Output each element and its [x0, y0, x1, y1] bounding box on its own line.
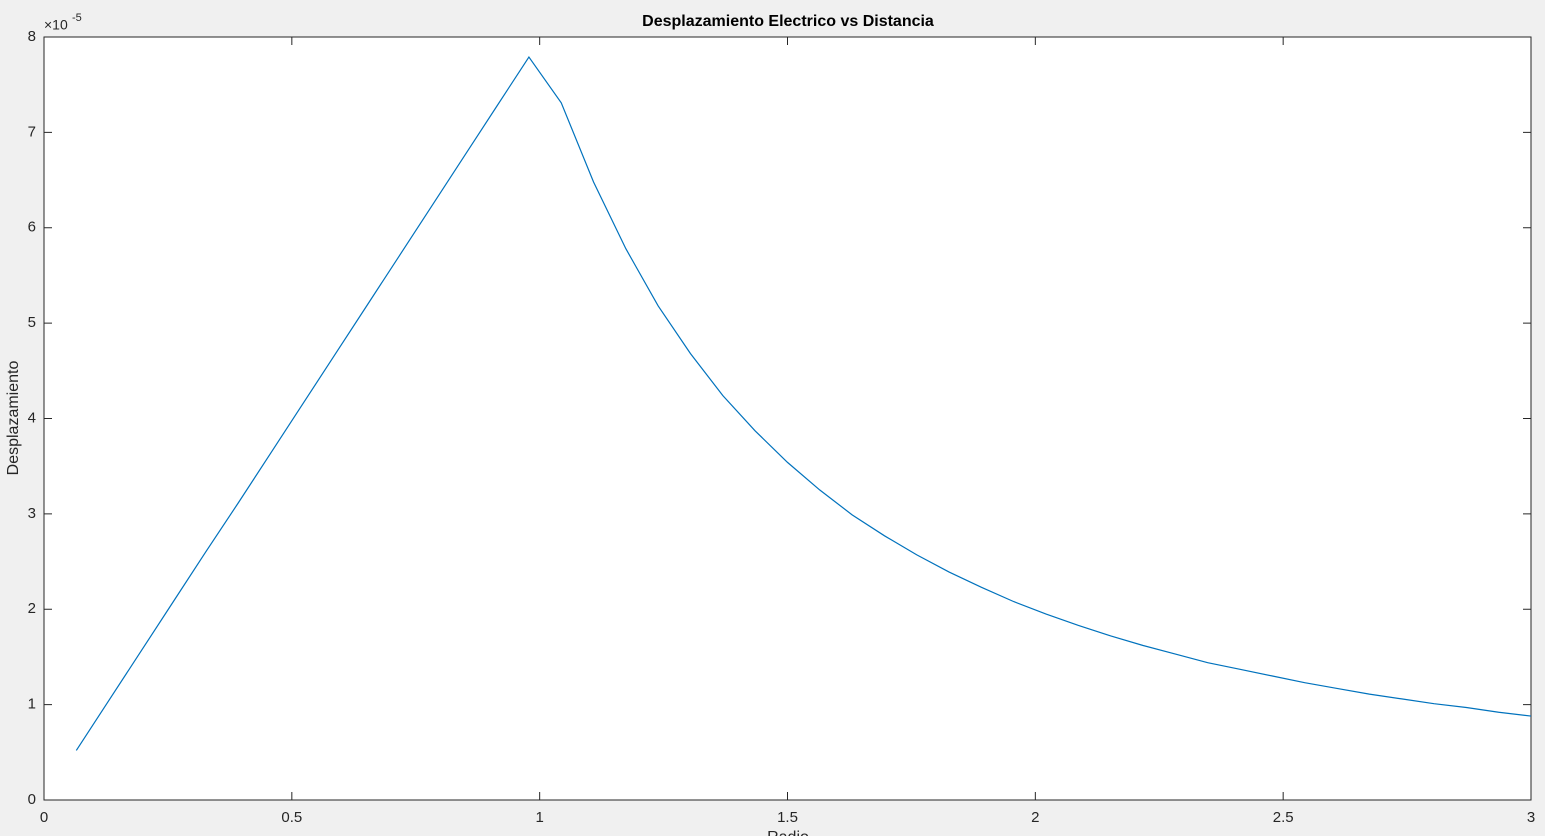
- y-tick-label: 3: [28, 505, 36, 522]
- x-tick-label: 1.5: [777, 809, 798, 826]
- y-tick-label: 2: [28, 600, 36, 617]
- y-tick-label: 8: [28, 28, 36, 45]
- x-tick-label: 3: [1527, 809, 1535, 826]
- y-axis-label: Desplazamiento: [5, 361, 22, 476]
- plot-area: [43, 36, 1532, 801]
- x-tick-label: 0.5: [281, 809, 302, 826]
- x-tick-label: 1: [535, 809, 543, 826]
- y-tick-label: 6: [28, 219, 36, 236]
- y-tick-label: 5: [28, 314, 36, 331]
- y-tick-label: 0: [28, 791, 36, 808]
- y-tick-label: 1: [28, 696, 36, 713]
- x-tick-label: 0: [40, 809, 48, 826]
- y-tick-label: 4: [28, 409, 36, 426]
- data-line: [75, 55, 1532, 751]
- x-axis-label: Radio: [767, 829, 809, 836]
- x-tick-label: 2: [1031, 809, 1039, 826]
- chart-title: Desplazamiento Electrico vs Distancia: [642, 13, 934, 30]
- y-exponent-power: -5: [72, 12, 82, 24]
- x-tick-label: 2.5: [1273, 809, 1294, 826]
- y-exponent-base: ×10: [44, 17, 68, 33]
- y-tick-label: 7: [28, 123, 36, 140]
